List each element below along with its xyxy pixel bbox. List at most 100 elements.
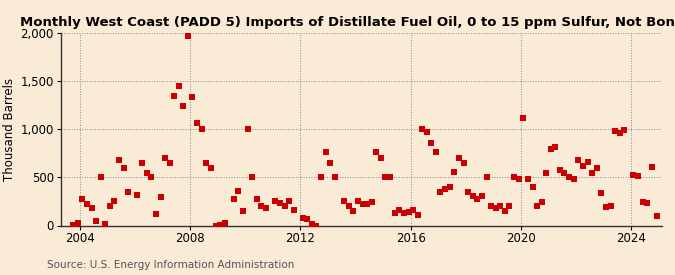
Point	[159, 156, 170, 160]
Point	[105, 204, 115, 208]
Point	[238, 209, 248, 213]
Point	[509, 175, 520, 180]
Point	[311, 223, 322, 228]
Point	[490, 206, 501, 210]
Point	[261, 206, 271, 210]
Point	[550, 144, 561, 149]
Point	[568, 177, 579, 182]
Point	[583, 160, 593, 164]
Point	[187, 94, 198, 99]
Point	[275, 201, 286, 205]
Point	[329, 175, 340, 180]
Point	[545, 146, 556, 151]
Point	[467, 193, 478, 198]
Point	[242, 127, 253, 131]
Point	[385, 175, 396, 180]
Point	[605, 204, 616, 208]
Y-axis label: Thousand Barrels: Thousand Barrels	[3, 78, 16, 181]
Point	[394, 208, 404, 212]
Point	[339, 199, 350, 204]
Point	[559, 170, 570, 175]
Point	[173, 84, 184, 88]
Point	[219, 220, 230, 225]
Point	[454, 156, 464, 160]
Point	[302, 217, 313, 221]
Point	[141, 170, 152, 175]
Point	[504, 204, 515, 208]
Point	[205, 166, 216, 170]
Point	[444, 185, 455, 189]
Text: Source: U.S. Energy Information Administration: Source: U.S. Energy Information Administ…	[47, 260, 294, 270]
Point	[587, 170, 597, 175]
Point	[375, 156, 386, 160]
Point	[164, 161, 175, 165]
Point	[344, 204, 354, 208]
Point	[536, 200, 547, 205]
Point	[123, 190, 134, 194]
Point	[642, 201, 653, 205]
Point	[297, 216, 308, 220]
Point	[531, 204, 542, 208]
Point	[596, 191, 607, 195]
Point	[440, 187, 451, 191]
Point	[284, 199, 294, 204]
Point	[417, 127, 428, 131]
Point	[389, 211, 400, 215]
Point	[114, 158, 125, 162]
Point	[651, 214, 662, 218]
Point	[196, 127, 207, 131]
Point	[431, 150, 441, 155]
Point	[610, 129, 620, 133]
Point	[77, 196, 88, 201]
Point	[458, 161, 469, 165]
Title: Monthly West Coast (PADD 5) Imports of Distillate Fuel Oil, 0 to 15 ppm Sulfur, : Monthly West Coast (PADD 5) Imports of D…	[20, 16, 675, 29]
Point	[146, 175, 157, 180]
Point	[352, 199, 363, 204]
Point	[68, 222, 78, 227]
Point	[541, 170, 551, 175]
Point	[279, 204, 290, 208]
Point	[495, 204, 506, 208]
Point	[564, 175, 574, 180]
Point	[601, 205, 612, 210]
Point	[325, 161, 335, 165]
Point	[522, 177, 533, 182]
Point	[518, 116, 529, 120]
Point	[555, 167, 566, 172]
Point	[132, 192, 142, 197]
Point	[95, 175, 106, 180]
Point	[578, 164, 589, 168]
Point	[270, 199, 281, 204]
Point	[348, 209, 359, 213]
Point	[228, 196, 239, 201]
Point	[380, 175, 391, 180]
Point	[371, 150, 381, 155]
Point	[637, 200, 648, 205]
Point	[233, 189, 244, 193]
Point	[477, 193, 487, 198]
Point	[527, 185, 538, 189]
Point	[247, 175, 258, 180]
Point	[481, 175, 492, 180]
Point	[306, 221, 317, 226]
Point	[472, 196, 483, 201]
Point	[357, 202, 368, 207]
Point	[632, 174, 643, 179]
Point	[201, 161, 212, 165]
Point	[288, 208, 299, 212]
Point	[435, 190, 446, 194]
Point	[449, 169, 460, 174]
Point	[90, 218, 101, 223]
Point	[412, 213, 423, 217]
Point	[183, 34, 194, 38]
Point	[178, 104, 189, 108]
Point	[109, 199, 120, 204]
Point	[426, 141, 437, 145]
Point	[591, 166, 602, 170]
Point	[82, 202, 92, 207]
Point	[647, 164, 657, 169]
Point	[619, 128, 630, 132]
Point	[398, 211, 409, 215]
Point	[215, 222, 225, 227]
Point	[486, 204, 497, 208]
